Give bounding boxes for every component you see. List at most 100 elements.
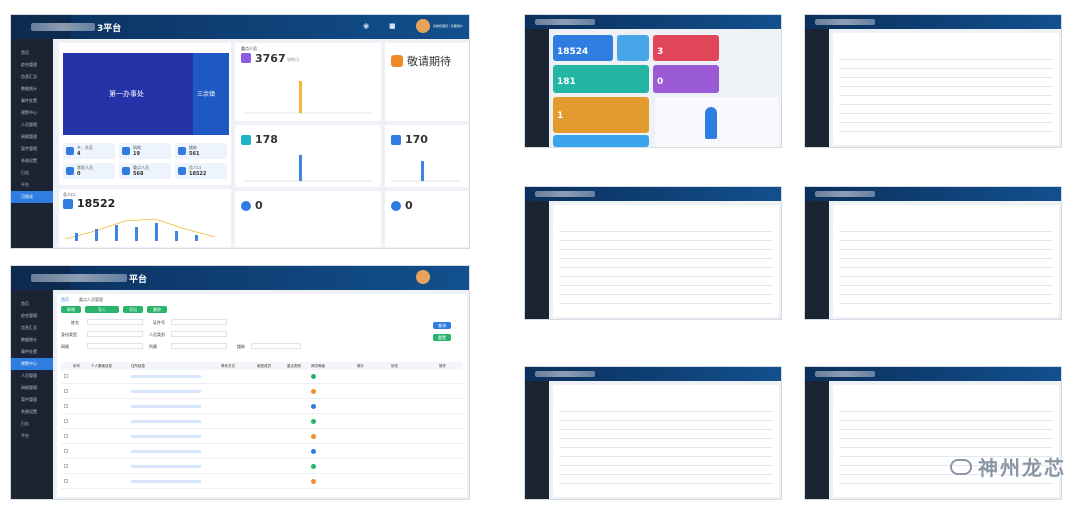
row-checkbox[interactable] — [64, 404, 68, 408]
tile-orange[interactable]: 1 — [553, 97, 649, 133]
tab-key-person[interactable]: 重点人员管理 — [79, 297, 103, 302]
filter-select[interactable] — [171, 331, 227, 337]
row-checkbox[interactable] — [64, 374, 68, 378]
tile-value: 0 — [657, 77, 664, 87]
sidebar-item[interactable]: 预警中心 — [21, 110, 37, 115]
top-bar — [805, 367, 1061, 381]
row-checkbox[interactable] — [64, 389, 68, 393]
thumb-row — [559, 276, 773, 277]
sidebar-item-active[interactable]: 可视化 — [11, 191, 53, 203]
table-row[interactable] — [61, 430, 463, 444]
row-checkbox[interactable] — [64, 419, 68, 423]
thumb-row — [839, 429, 1053, 430]
table-row[interactable] — [61, 370, 463, 384]
stat-value: 19 — [133, 151, 140, 157]
filter-input[interactable] — [171, 319, 227, 325]
sidebar-item[interactable]: 系统设置 — [21, 158, 37, 163]
thumb-row — [839, 131, 1053, 132]
export-button[interactable]: 导出 — [123, 306, 143, 313]
sidebar-item[interactable]: 数据统计 — [21, 337, 37, 342]
sidebar-item[interactable]: 日志 — [21, 421, 29, 426]
table-row[interactable] — [61, 475, 463, 489]
avatar[interactable] — [416, 19, 430, 33]
thumb-list-b — [524, 186, 782, 320]
sidebar-item[interactable]: 系统设置 — [21, 409, 37, 414]
tile-teal[interactable]: 181 — [553, 65, 649, 93]
avatar[interactable] — [416, 270, 430, 284]
sidebar-item[interactable]: 事件处置 — [21, 98, 37, 103]
sidebar-item[interactable]: 综合管理 — [21, 62, 37, 67]
stat-label: 常驻人员 — [77, 165, 93, 170]
row-checkbox[interactable] — [64, 449, 68, 453]
table-row[interactable] — [61, 445, 463, 459]
tile-red[interactable]: 3 — [653, 35, 719, 61]
lock-icon[interactable]: ■ — [389, 22, 396, 30]
sidebar-item[interactable]: 平台 — [21, 182, 29, 187]
thumb-row — [559, 240, 773, 241]
stat-tile: 常驻人员 0 — [63, 163, 115, 179]
table-row[interactable] — [61, 385, 463, 399]
sidebar-item[interactable]: 案件管理 — [21, 397, 37, 402]
sidebar-item[interactable]: 信息汇总 — [21, 74, 37, 79]
pending-label: 敬请期待 — [407, 55, 451, 68]
sidebar-item[interactable]: 平台 — [21, 433, 29, 438]
search-button[interactable]: 查询 — [433, 322, 451, 329]
tile-blue[interactable]: 18524 — [553, 35, 613, 61]
table-row[interactable] — [61, 400, 463, 414]
import-button[interactable]: 导入 — [85, 306, 119, 313]
row-bar — [131, 405, 201, 408]
filter-input[interactable] — [87, 319, 143, 325]
sidebar: 首页 综合管理 信息汇总 数据统计 事件处置 预警中心 人员管理 网格管理 案件… — [11, 290, 53, 499]
tile-lightblue[interactable] — [553, 135, 649, 147]
sidebar-item[interactable]: 人员管理 — [21, 373, 37, 378]
thumb-row — [839, 276, 1053, 277]
home-icon — [178, 147, 186, 155]
status-dot-icon — [311, 374, 316, 379]
thumb-row — [839, 411, 1053, 412]
add-button[interactable]: 新增 — [61, 306, 81, 313]
tile-purple[interactable]: 0 — [653, 65, 719, 93]
thumb-list-d — [524, 366, 782, 500]
filter-select[interactable] — [87, 343, 143, 349]
content-panel — [833, 33, 1059, 145]
filter-select[interactable] — [87, 331, 143, 337]
sidebar-item[interactable]: 信息汇总 — [21, 325, 37, 330]
row-checkbox[interactable] — [64, 464, 68, 468]
tile-sky[interactable] — [617, 35, 649, 61]
thumb-row — [559, 231, 773, 232]
thumb-row — [839, 303, 1053, 304]
key-person-card: 重点人员 3767 较昨日 — [235, 43, 381, 121]
sidebar-item[interactable]: 案件管理 — [21, 146, 37, 151]
sidebar-item[interactable]: 网格管理 — [21, 134, 37, 139]
map-region-right[interactable] — [193, 53, 229, 135]
row-checkbox[interactable] — [64, 434, 68, 438]
reset-button[interactable]: 重置 — [433, 334, 451, 341]
delete-button[interactable]: 删除 — [147, 306, 167, 313]
thumb-row — [839, 438, 1053, 439]
filter-select[interactable] — [251, 343, 301, 349]
bell-icon[interactable]: ◉ — [363, 22, 370, 30]
sidebar-item-active[interactable]: 预警中心 — [11, 358, 53, 370]
sidebar-item[interactable]: 首页 — [21, 50, 29, 55]
top-bar — [525, 187, 781, 201]
row-checkbox[interactable] — [64, 479, 68, 483]
sidebar-item[interactable]: 网格管理 — [21, 385, 37, 390]
sidebar-item[interactable]: 首页 — [21, 301, 29, 306]
sidebar-item[interactable]: 日志 — [21, 170, 29, 175]
table-header: 序号 个人基础信息 住所信息 联系方式 家庭成员 重点类别 风险等级 照片 状态… — [61, 362, 463, 370]
top-bar — [525, 15, 781, 29]
table-row[interactable] — [61, 460, 463, 474]
sidebar-item[interactable]: 事件处置 — [21, 349, 37, 354]
thumb-row — [839, 231, 1053, 232]
map-region-left[interactable] — [63, 53, 193, 135]
tab-home[interactable]: 首页 — [61, 297, 69, 302]
sidebar-item[interactable]: 人员管理 — [21, 122, 37, 127]
filter-select[interactable] — [171, 343, 227, 349]
people-icon — [178, 167, 186, 175]
sidebar-item[interactable]: 综合管理 — [21, 313, 37, 318]
column-header: 序号 — [73, 364, 80, 368]
sidebar-item[interactable]: 数据统计 — [21, 86, 37, 91]
card-label: 总人口 — [63, 192, 75, 197]
table-row[interactable] — [61, 415, 463, 429]
thumb-row — [559, 474, 773, 475]
